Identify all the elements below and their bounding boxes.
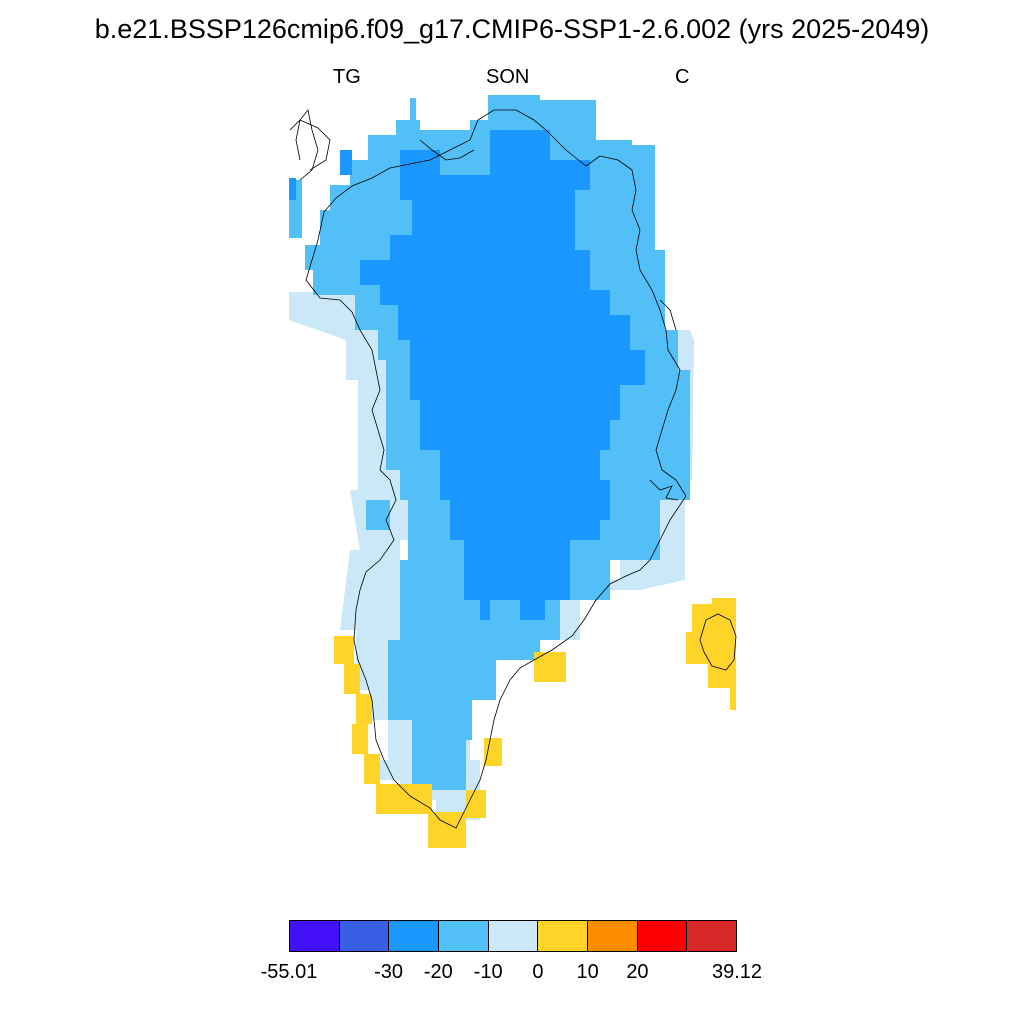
colorbar-label: 20 [626,961,649,983]
colorbar-label: 10 [576,961,599,983]
colorbar-label: 0 [532,961,544,983]
colorbar-box [588,921,638,951]
map-region-dark [289,150,352,200]
colorbar-label: -30 [374,961,403,983]
colorbar-label: -10 [473,961,503,983]
map-title: b.e21.BSSP126cmip6.f09_g17.CMIP6-SSP1-2.… [94,14,930,44]
colorbar-box [290,921,340,951]
units-label: C [675,66,690,88]
variable-label: TG [333,66,361,88]
colorbar-label: -55.01 [260,961,318,983]
greenland-map [289,95,737,848]
colorbar-label: 39.12 [711,961,763,983]
coastline [289,109,737,829]
colorbar-box [488,921,539,951]
colorbar [289,920,737,952]
map-region-positive-iceland [686,598,736,710]
colorbar-label: -20 [423,961,453,983]
colorbar-box [637,921,688,951]
colorbar-box [339,921,390,951]
colorbar-box [538,921,589,951]
map-region-medium [366,500,390,530]
colorbar-box [439,921,489,951]
colorbar-box [687,921,737,951]
season-label: SON [486,66,530,88]
map-region-dark [360,130,645,620]
colorbar-box [389,921,440,951]
